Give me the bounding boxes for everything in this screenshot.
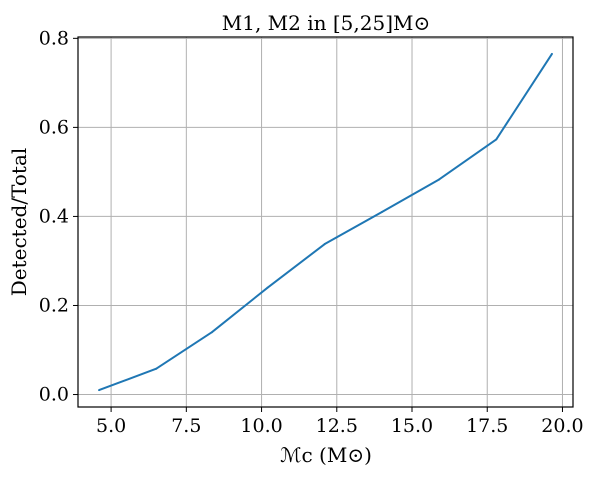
- x-axis-label: ℳc (M⊙): [280, 443, 372, 467]
- x-tick-label: 17.5: [466, 415, 508, 437]
- data-point: [98, 389, 101, 392]
- x-tick-label: 12.5: [316, 415, 358, 437]
- y-tick-label: 0.0: [39, 384, 69, 406]
- grid-layer: [78, 37, 573, 407]
- y-tick-label: 0.8: [39, 27, 69, 49]
- data-point: [438, 178, 441, 181]
- x-tick-label: 20.0: [541, 415, 583, 437]
- data-point: [550, 52, 553, 55]
- series-line: [98, 53, 553, 392]
- y-tick-label: 0.4: [39, 205, 69, 227]
- data-point: [210, 331, 213, 334]
- plot-frame: [77, 36, 574, 408]
- y-axis-label: Detected/Total: [7, 148, 31, 297]
- x-tick-label: 10.0: [240, 415, 282, 437]
- y-tick-label: 0.6: [39, 116, 69, 138]
- x-tick-label: 5.0: [96, 415, 126, 437]
- y-tick-label: 0.2: [39, 294, 69, 316]
- data-point: [495, 138, 498, 141]
- data-point: [155, 367, 158, 370]
- x-tick-label: 7.5: [171, 415, 201, 437]
- series-layer: [98, 52, 553, 392]
- chart-title: M1, M2 in [5,25]M⊙: [222, 11, 431, 35]
- data-point: [266, 286, 269, 289]
- x-tick-label: 15.0: [391, 415, 433, 437]
- tick-layer: 5.0 7.5 10.0 12.5 15.0 17.5 20.0 0.0 0.2 0.4 0.6 0.…: [39, 27, 584, 437]
- data-point: [380, 210, 383, 213]
- data-point: [323, 243, 326, 246]
